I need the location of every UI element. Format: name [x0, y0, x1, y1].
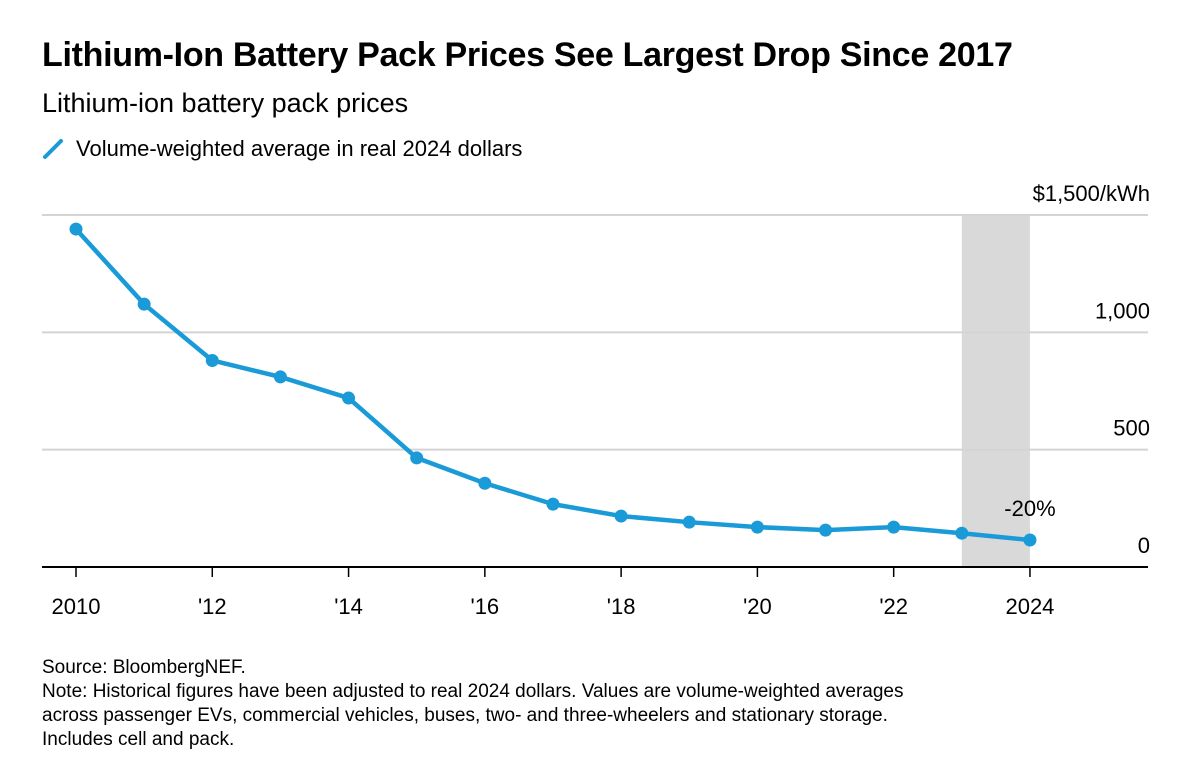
x-tick-label: '14	[334, 594, 363, 619]
note-line: Note: Historical figures have been adjus…	[42, 681, 904, 702]
chart-subtitle: Lithium-ion battery pack prices	[42, 88, 409, 118]
note-line: Includes cell and pack.	[42, 729, 235, 750]
data-point	[342, 391, 356, 405]
x-tick-label: '16	[471, 594, 500, 619]
data-point	[887, 520, 901, 534]
data-point	[273, 370, 287, 384]
data-point	[955, 526, 969, 540]
x-tick-label: 2024	[1005, 594, 1054, 619]
data-point	[69, 222, 83, 236]
data-point	[205, 353, 219, 367]
data-point	[137, 297, 151, 311]
x-tick-label: '22	[879, 594, 908, 619]
legend-line-icon	[43, 139, 63, 159]
y-tick-label: 1,000	[1095, 298, 1150, 323]
highlight-band	[961, 215, 1030, 567]
y-tick-label: $1,500/kWh	[1033, 181, 1150, 206]
x-tick-label: '18	[607, 594, 636, 619]
data-point	[478, 476, 492, 490]
footer: Source: BloombergNEF. Note: Historical f…	[42, 656, 903, 752]
data-point	[614, 509, 628, 523]
x-tick-label: 2010	[52, 594, 101, 619]
source-text: Source: BloombergNEF.	[42, 657, 246, 678]
y-tick-label: 0	[1138, 533, 1150, 558]
series-line	[74, 227, 1031, 543]
x-tick-label: '20	[743, 594, 772, 619]
legend-label: Volume-weighted average in real 2024 dol…	[76, 136, 523, 161]
chart-title: Lithium-Ion Battery Pack Prices See Larg…	[42, 36, 1013, 74]
line-chart: 0 500 1,000 $1,500/kWh 2010 '12 '14 '16 '18 '20 '2…	[42, 181, 1150, 619]
legend: Volume-weighted average in real 2024 dol…	[42, 136, 522, 162]
data-point	[1023, 533, 1037, 547]
y-tick-label: 500	[1113, 416, 1150, 441]
data-point	[410, 451, 424, 465]
note-line: across passenger EVs, commercial vehicle…	[42, 705, 888, 726]
data-point	[819, 523, 833, 537]
data-point	[682, 515, 696, 529]
change-annotation: -20%	[1004, 496, 1055, 521]
data-point	[546, 497, 560, 511]
x-tick-label: '12	[198, 594, 227, 619]
data-point	[750, 520, 764, 534]
